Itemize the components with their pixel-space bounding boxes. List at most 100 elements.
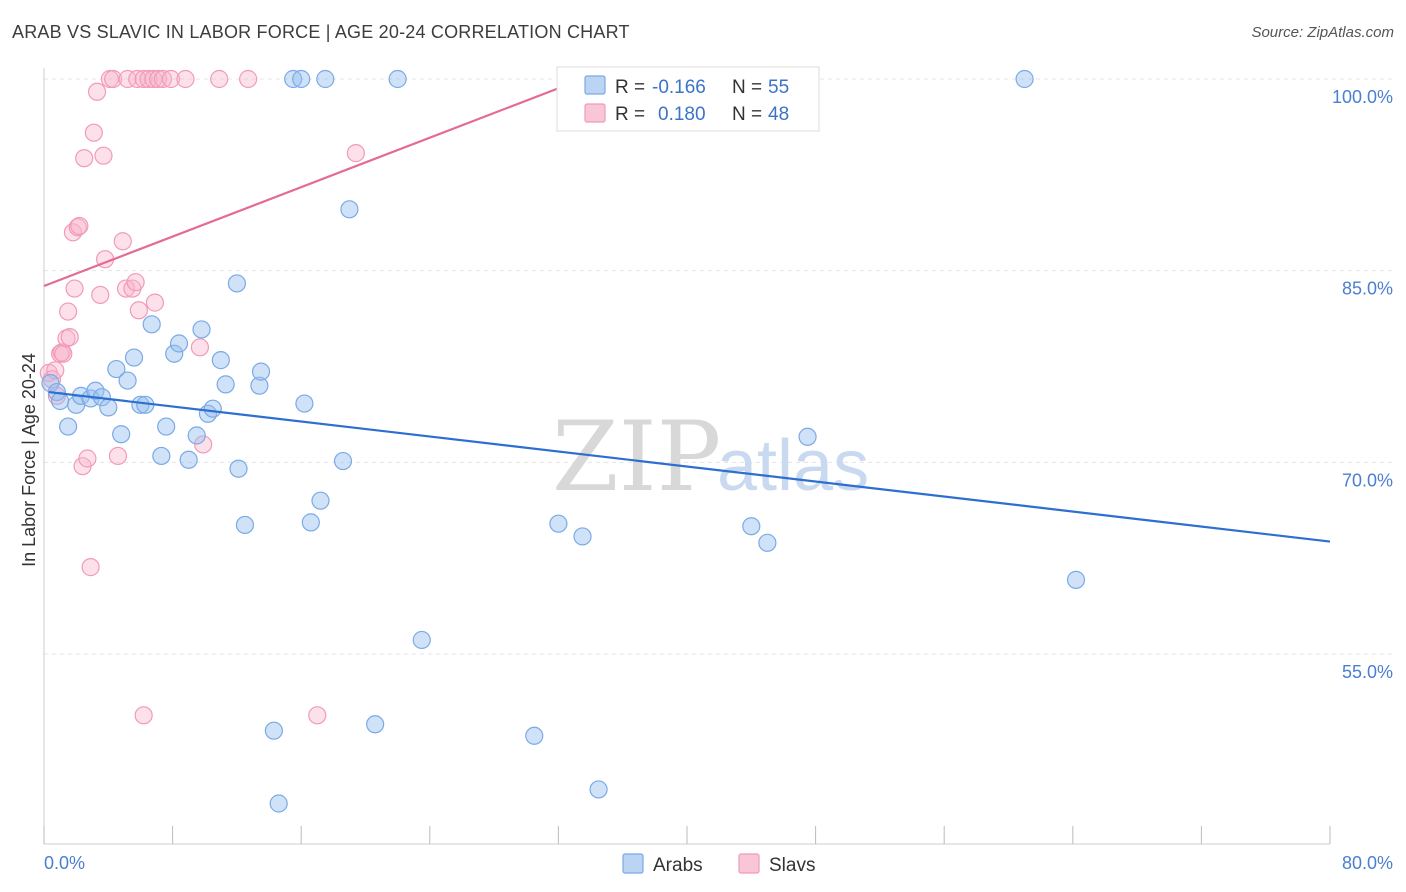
x-tick-label: 80.0% bbox=[1342, 853, 1393, 873]
arabs-point bbox=[366, 715, 385, 734]
slavs-point bbox=[78, 449, 97, 468]
axes bbox=[43, 68, 1331, 845]
arabs-point bbox=[179, 450, 198, 469]
arabs-point bbox=[1015, 69, 1034, 89]
arabs-point bbox=[187, 426, 206, 445]
arabs-point bbox=[169, 334, 189, 353]
series-swatch-slavs bbox=[738, 853, 760, 874]
legend-swatch-slavs bbox=[584, 103, 606, 123]
arabs-point bbox=[589, 780, 608, 799]
arabs-point bbox=[340, 200, 359, 219]
watermark-zip: ZIP bbox=[552, 401, 721, 513]
arabs-point bbox=[157, 417, 176, 436]
slavs-point bbox=[87, 82, 107, 101]
series-label-slavs: Slavs bbox=[769, 855, 815, 876]
slavs-point bbox=[104, 69, 123, 89]
data-points bbox=[39, 69, 1086, 813]
slavs-point bbox=[176, 69, 195, 89]
arabs-point bbox=[99, 398, 118, 417]
legend-r-value-arabs: -0.166 bbox=[652, 77, 706, 98]
legend-r-value-slavs: 0.180 bbox=[658, 104, 706, 125]
arabs-point bbox=[311, 491, 330, 510]
slavs-point bbox=[161, 69, 181, 89]
arabs-point bbox=[758, 533, 777, 552]
arabs-point bbox=[211, 351, 230, 370]
legend-swatch-arabs bbox=[584, 75, 606, 95]
slavs-point bbox=[126, 273, 145, 292]
arabs-point bbox=[152, 446, 171, 466]
series-swatch-arabs bbox=[622, 853, 644, 874]
slavs-point bbox=[75, 149, 94, 168]
correlation-legend: R = -0.166 N = 55 R = 0.180 N = 48 bbox=[556, 66, 820, 132]
arabs-point bbox=[118, 371, 137, 390]
arabs-point bbox=[573, 527, 592, 546]
slavs-point bbox=[239, 69, 258, 89]
y-tick-labels: 100.0% 85.0% 70.0% 55.0% bbox=[1332, 87, 1393, 682]
arabs-point bbox=[525, 726, 544, 745]
slavs-point bbox=[145, 293, 165, 312]
arabs-point bbox=[1066, 570, 1086, 589]
slavs-point bbox=[59, 302, 78, 321]
arabs-point bbox=[107, 359, 126, 379]
trend-lines bbox=[43, 77, 1331, 543]
slavs-trend-line bbox=[43, 77, 583, 288]
arabs-point bbox=[165, 344, 184, 363]
arabs-point bbox=[333, 451, 353, 471]
slavs-point bbox=[210, 69, 229, 89]
arabs-point bbox=[269, 794, 288, 813]
slavs-point bbox=[70, 216, 89, 236]
series-label-arabs: Arabs bbox=[653, 855, 703, 876]
arabs-point bbox=[216, 375, 235, 394]
arabs-point bbox=[301, 513, 320, 532]
slavs-point bbox=[91, 285, 110, 305]
y-tick-label: 100.0% bbox=[1332, 87, 1393, 107]
slavs-point bbox=[190, 338, 210, 357]
legend-r-label-slavs: R = bbox=[615, 104, 645, 125]
y-tick-label: 85.0% bbox=[1342, 279, 1393, 299]
arabs-point bbox=[124, 348, 144, 367]
series-legend: Arabs Slavs bbox=[622, 853, 815, 876]
slavs-point bbox=[134, 706, 153, 725]
slavs-point bbox=[129, 301, 148, 320]
arabs-point bbox=[203, 399, 222, 418]
x-tick-labels: 0.0% 80.0% bbox=[44, 853, 1393, 873]
slavs-point bbox=[84, 123, 103, 142]
arabs-point bbox=[227, 274, 246, 293]
arabs-point bbox=[388, 69, 407, 89]
gridlines bbox=[44, 78, 1392, 655]
arabs-point bbox=[292, 69, 311, 89]
legend-n-label-arabs: N = bbox=[732, 77, 762, 98]
arabs-point bbox=[192, 320, 211, 339]
y-tick-label: 55.0% bbox=[1342, 662, 1393, 682]
slavs-point bbox=[108, 446, 128, 466]
arabs-point bbox=[142, 315, 161, 334]
slavs-point bbox=[346, 144, 365, 163]
arabs-point bbox=[264, 721, 283, 740]
arabs-point bbox=[742, 517, 761, 536]
slavs-point bbox=[144, 69, 163, 89]
arabs-point bbox=[549, 514, 568, 533]
legend-n-label-slavs: N = bbox=[732, 104, 762, 125]
x-tick-label: 0.0% bbox=[44, 853, 85, 873]
slavs-point bbox=[308, 706, 327, 725]
slavs-point bbox=[81, 558, 100, 577]
y-axis-label: In Labor Force | Age 20-24 bbox=[19, 353, 39, 567]
legend-n-value-slavs: 48 bbox=[768, 104, 789, 125]
slavs-point bbox=[194, 435, 213, 454]
slavs-point bbox=[116, 279, 136, 298]
arabs-point bbox=[798, 427, 817, 446]
slavs-point bbox=[60, 328, 79, 347]
arabs-point bbox=[250, 376, 269, 395]
arabs-point bbox=[412, 630, 431, 650]
arabs-point bbox=[59, 417, 78, 436]
arabs-point bbox=[112, 425, 131, 444]
slavs-point bbox=[94, 146, 113, 165]
arabs-point bbox=[295, 394, 314, 413]
slavs-point bbox=[139, 69, 158, 89]
watermark-atlas: atlas bbox=[717, 426, 869, 506]
y-tick-label: 70.0% bbox=[1342, 470, 1393, 490]
arabs-point bbox=[229, 459, 248, 478]
slavs-point bbox=[149, 69, 168, 89]
legend-r-label-arabs: R = bbox=[615, 77, 645, 98]
